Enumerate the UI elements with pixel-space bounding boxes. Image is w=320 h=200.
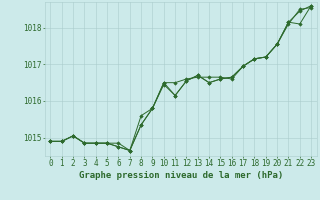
X-axis label: Graphe pression niveau de la mer (hPa): Graphe pression niveau de la mer (hPa) xyxy=(79,171,283,180)
